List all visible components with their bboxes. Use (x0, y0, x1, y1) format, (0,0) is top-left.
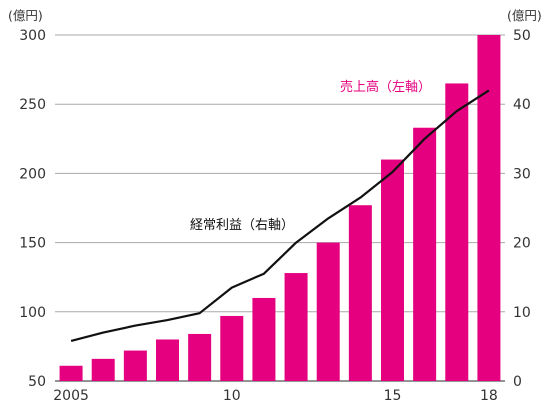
left-tick-label: 250 (19, 97, 46, 113)
sales-bar (156, 339, 179, 381)
sales-bar (445, 83, 469, 381)
right-tick-label: 40 (513, 97, 531, 113)
left-tick-label: 150 (19, 236, 46, 252)
x-tick-label: 2005 (53, 388, 89, 404)
x-tick-label: 15 (384, 388, 402, 404)
left-axis-unit: (億円) (8, 8, 43, 23)
sales-bar (381, 159, 404, 381)
sales-bar (188, 333, 212, 381)
left-tick-label: 50 (28, 374, 46, 390)
sales-bar (477, 35, 501, 381)
sales-series-label: 売上高（左軸） (340, 79, 431, 95)
right-axis-unit: (億円) (507, 8, 542, 23)
sales-bar (252, 297, 276, 381)
left-axis: 300 250 200 150 100 50 (19, 28, 46, 390)
left-tick-label: 300 (19, 28, 46, 44)
x-tick-label: 18 (480, 388, 498, 404)
sales-bar (316, 242, 340, 381)
sales-bar (91, 358, 115, 381)
right-tick-label: 50 (513, 28, 531, 44)
profit-line (70, 89, 490, 342)
sales-bars (59, 35, 501, 381)
left-tick-label: 200 (19, 166, 46, 182)
sales-bar (413, 127, 437, 381)
sales-bar (59, 365, 83, 381)
sales-bar (348, 205, 372, 381)
x-axis: 2005 10 15 18 (53, 388, 498, 404)
profit-line-group (70, 89, 490, 342)
sales-bar (284, 273, 308, 381)
right-axis: 50 40 30 20 10 0 (513, 28, 531, 390)
left-tick-label: 100 (19, 305, 46, 321)
right-tick-label: 0 (513, 374, 522, 390)
right-tick-label: 30 (513, 166, 531, 182)
sales-bar (220, 315, 244, 381)
right-tick-label: 20 (513, 236, 531, 252)
sales-bar (123, 350, 147, 381)
x-tick-label: 10 (223, 388, 241, 404)
profit-series-label: 経常利益（右軸） (190, 218, 294, 233)
right-tick-label: 10 (513, 305, 531, 321)
